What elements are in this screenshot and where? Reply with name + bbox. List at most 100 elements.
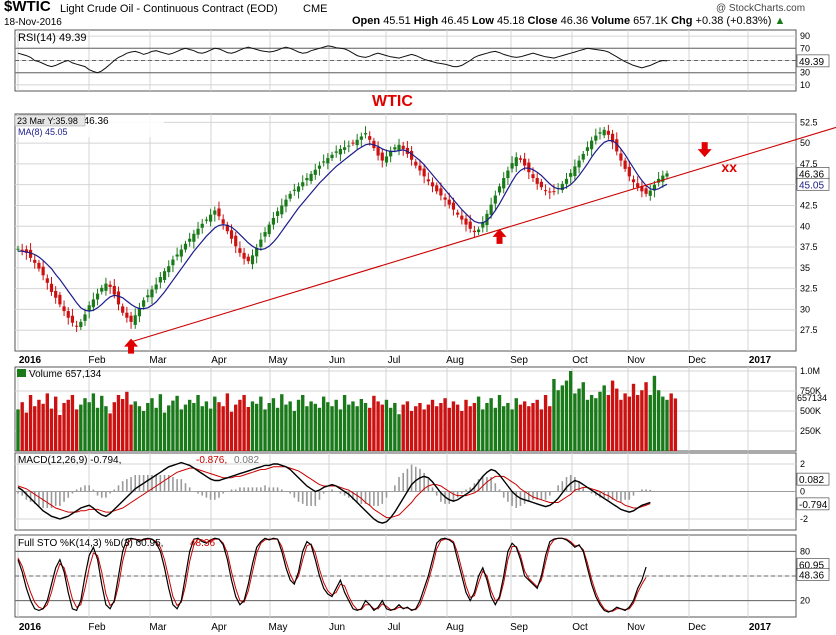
candle-body — [573, 166, 577, 177]
volume-bar — [522, 401, 527, 451]
candle-body — [476, 229, 481, 233]
volume-bar — [317, 407, 322, 451]
candle-body — [142, 300, 146, 307]
volume-bar — [91, 393, 96, 451]
volume-bar — [267, 403, 271, 451]
candle-body — [657, 178, 661, 183]
y-tick-label: 27.5 — [800, 325, 818, 335]
candle-body — [648, 190, 652, 196]
panel-frame-price — [14, 113, 797, 352]
chart-title: WTIC — [372, 93, 413, 110]
volume-bar — [363, 403, 368, 451]
candle-body — [183, 243, 188, 250]
candle-body — [37, 262, 41, 269]
volume-bar — [569, 371, 573, 451]
candle-body — [150, 289, 154, 298]
volume-bar — [330, 406, 334, 451]
candle-body — [510, 163, 514, 169]
y-tick-label: 0 — [800, 487, 805, 497]
candle-body — [221, 219, 225, 224]
candle-body — [619, 153, 623, 161]
candle-body — [430, 182, 435, 187]
exchange: CME — [303, 3, 328, 15]
volume-bar — [623, 393, 627, 451]
volume-bar — [338, 409, 343, 451]
volume-bar — [388, 407, 393, 451]
volume-bar — [259, 396, 263, 451]
candle-body — [485, 213, 489, 226]
volume-bar — [502, 406, 506, 451]
candle-body — [481, 222, 485, 228]
candle-body — [255, 247, 259, 257]
volume-bar — [313, 403, 317, 451]
macd-current: -0.794 — [799, 500, 828, 511]
volume-bar — [422, 409, 426, 451]
candle-body — [606, 130, 610, 135]
volume-bar — [95, 407, 100, 451]
candle-body — [104, 283, 108, 291]
volume-bar — [359, 399, 364, 451]
x-tick-label: Nov — [627, 355, 645, 366]
volume-bar — [309, 401, 313, 451]
candle-body — [493, 195, 497, 204]
ohlc-summary: Open 45.51 High 46.45 Low 45.18 Close 46… — [352, 15, 785, 27]
candle-body — [577, 160, 581, 168]
volume-bar — [280, 394, 284, 451]
candle-body — [514, 157, 518, 167]
candle-body — [468, 221, 472, 229]
close-value: 46.36 — [560, 15, 589, 27]
candle-body — [393, 147, 397, 150]
candle-body — [560, 183, 564, 191]
candle-body — [20, 249, 24, 251]
candle-body — [326, 158, 330, 164]
volume-bar — [342, 395, 347, 451]
volume-bar — [146, 403, 150, 451]
candle-body — [125, 312, 129, 318]
down-arrow-icon — [697, 142, 712, 158]
up-arrow-icon: ▲ — [774, 15, 786, 27]
candle-body — [225, 224, 229, 232]
x-tick-label-bottom: Jun — [329, 622, 345, 633]
volume-bar — [368, 407, 372, 451]
candle-body — [188, 238, 192, 242]
candle-body — [456, 212, 460, 215]
x-tick-label: May — [269, 355, 288, 366]
candle-body — [313, 169, 317, 175]
macd-hist-current-box — [796, 472, 830, 486]
volume-bar — [53, 396, 58, 451]
x-tick-label: Mar — [149, 355, 167, 366]
volume-bar — [83, 398, 87, 451]
candle-body — [192, 233, 196, 242]
y-tick-label: 35 — [800, 263, 810, 273]
crosshair-box — [14, 114, 86, 127]
candle-body — [292, 189, 296, 191]
volume-bar — [49, 408, 54, 451]
y-tick-label: 70 — [800, 43, 810, 53]
x-tick-label-bottom: 2017 — [749, 622, 772, 633]
y-tick-label: 10 — [800, 80, 810, 90]
ma-label: MA(8) 45.05 — [18, 127, 68, 137]
y-tick-label: 40 — [800, 221, 810, 231]
volume-bar — [62, 403, 66, 451]
volume-bar — [37, 399, 41, 451]
candle-body — [464, 218, 468, 225]
volume-tick-label: 750K — [800, 386, 821, 396]
candle-body — [489, 204, 493, 215]
stoch-d-current-box — [796, 568, 830, 581]
volume-bar — [464, 399, 468, 451]
volume-bar — [41, 403, 45, 451]
candle-body — [171, 259, 175, 266]
candle-body — [460, 215, 464, 220]
candle-body — [137, 307, 142, 317]
volume-bar — [552, 379, 556, 451]
candle-body — [263, 232, 267, 237]
volume-bar — [200, 406, 204, 451]
volume-bar — [58, 415, 62, 451]
volume-bar — [539, 409, 544, 451]
volume-bar — [108, 413, 112, 451]
candle-body — [552, 191, 556, 193]
last-ma-label-box — [796, 177, 830, 191]
candle-body — [70, 315, 75, 323]
candle-body — [242, 252, 246, 259]
